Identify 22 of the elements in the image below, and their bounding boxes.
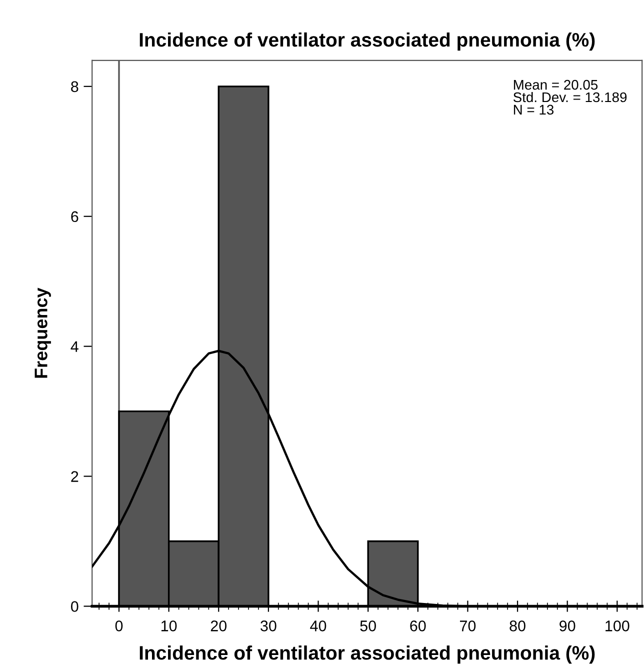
x-tick-label: 20 — [210, 620, 227, 632]
y-tick-label: 2 — [71, 471, 78, 482]
x-tick-label: 100 — [606, 620, 630, 632]
x-tick-label: 90 — [560, 620, 576, 632]
annotation: Std. Dev. = 13.189 — [513, 92, 627, 102]
y-axis-title: Frequency — [34, 288, 51, 378]
x-tick-label: 0 — [115, 620, 123, 632]
x-tick-label: 60 — [410, 620, 426, 632]
x-tick-label: 50 — [360, 620, 376, 632]
x-tick-label: 70 — [460, 620, 476, 632]
y-tick-label: 6 — [71, 211, 78, 222]
y-tick-label: 0 — [71, 601, 78, 612]
annotation: Mean = 20.05 — [514, 80, 598, 90]
x-axis-title: Incidence of ventilator associated pneumonia (%) — [140, 645, 595, 664]
y-tick-label: 4 — [70, 341, 78, 352]
x-tick-label: 30 — [260, 620, 276, 632]
x-tick-label: 80 — [510, 620, 526, 632]
x-tick-label: 10 — [161, 620, 177, 632]
y-tick-label: 8 — [71, 81, 78, 92]
x-tick-label: 40 — [310, 620, 326, 632]
chart-title: Incidence of ventilator associated pneumonia (%) — [140, 32, 595, 51]
annotation: N = 13 — [514, 104, 554, 115]
